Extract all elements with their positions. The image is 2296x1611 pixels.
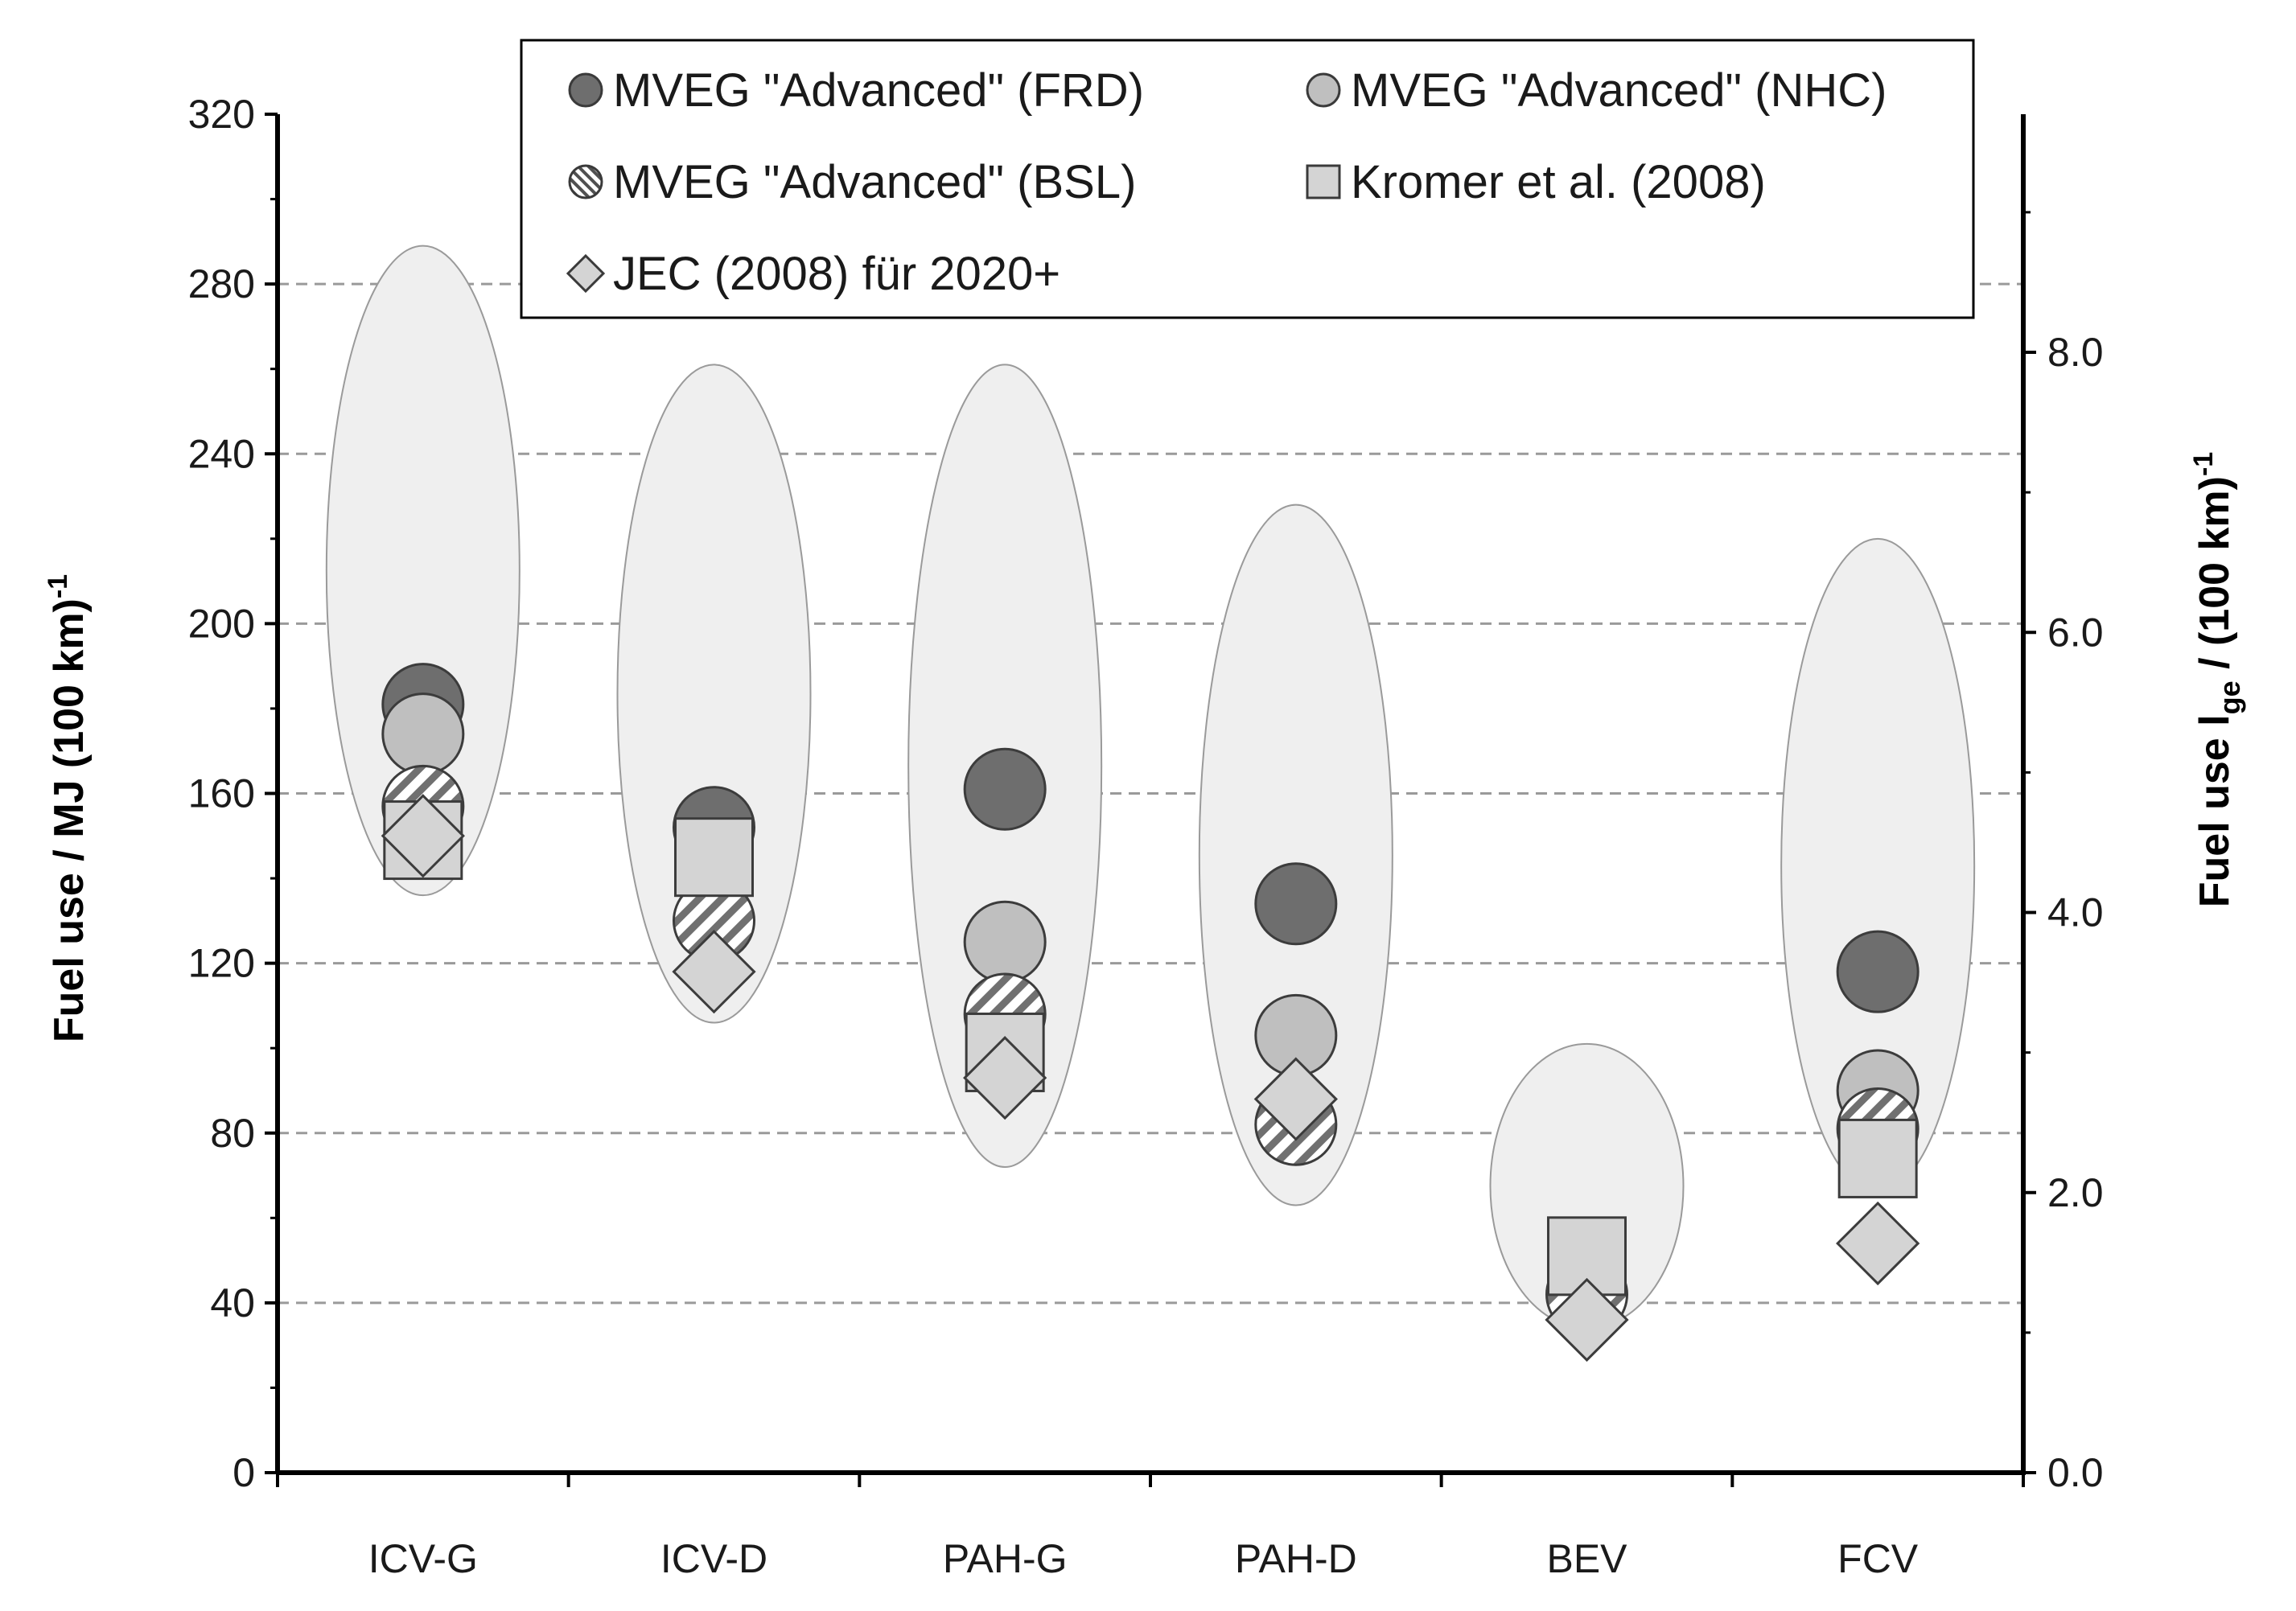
y2-tick-label-3: 6.0 [2047, 610, 2104, 655]
point-diamond-bev [1545, 1277, 1629, 1362]
point-circle-dark-pah-g [963, 747, 1047, 831]
legend-label-jec: JEC (2008) für 2020+ [613, 248, 1060, 300]
legend-swatch-bsl [568, 164, 603, 199]
x-tick-label-pah-g: PAH-G [943, 1536, 1068, 1581]
y-tick-label-320: 320 [188, 92, 255, 137]
point-diamond-fcv [1836, 1201, 1920, 1286]
y-tick-label-120: 120 [188, 941, 255, 986]
legend-swatch-jec [566, 253, 606, 294]
y2-tick-label-1: 2.0 [2047, 1170, 2104, 1215]
y-tick-label-240: 240 [188, 431, 255, 476]
y-tick-label-0: 0 [232, 1450, 255, 1495]
legend: MVEG "Advanced" (FRD) MVEG "Advanced" (N… [520, 39, 1975, 319]
point-diamond-icv-g [381, 794, 465, 878]
y-tick-label-280: 280 [188, 261, 255, 306]
x-tick-label-icv-d: ICV-D [660, 1536, 767, 1581]
point-circle-dark-pah-d [1254, 862, 1338, 946]
point-square-icv-d [674, 817, 754, 898]
point-diamond-icv-d [672, 930, 756, 1014]
point-diamond-pah-g [963, 1036, 1047, 1120]
point-square-fcv [1837, 1118, 1918, 1198]
legend-label-kromer: Kromer et al. (2008) [1351, 156, 1766, 208]
x-tick-label-icv-g: ICV-G [368, 1536, 478, 1581]
y2-tick-label-4: 8.0 [2047, 330, 2104, 375]
y2-tick-label-0: 0.0 [2047, 1450, 2104, 1495]
x-tick-label-bev: BEV [1546, 1536, 1627, 1581]
legend-box [520, 39, 1975, 319]
y-tick-label-80: 80 [210, 1111, 255, 1156]
legend-swatch-nhc [1306, 72, 1341, 108]
point-circle-light-pah-g [963, 900, 1047, 984]
y-tick-label-40: 40 [210, 1280, 255, 1325]
legend-label-frd: MVEG "Advanced" (FRD) [613, 64, 1144, 117]
legend-label-bsl: MVEG "Advanced" (BSL) [613, 156, 1136, 208]
legend-swatch-frd [568, 72, 603, 108]
point-circle-dark-fcv [1836, 930, 1920, 1013]
y2-tick-label-2: 4.0 [2047, 890, 2104, 935]
x-tick-label-fcv: FCV [1837, 1536, 1919, 1581]
y-tick-label-200: 200 [188, 601, 255, 646]
y2-axis-title: Fuel use lge / (100 km)-1 [2188, 452, 2246, 907]
legend-label-nhc: MVEG "Advanced" (NHC) [1351, 64, 1887, 117]
range-ellipse-pah-d [1198, 503, 1393, 1206]
legend-swatch-kromer [1306, 164, 1341, 199]
point-circle-light-icv-g [381, 692, 465, 776]
y-tick-label-160: 160 [188, 771, 255, 816]
y-axis-title: Fuel use / MJ (100 km)-1 [43, 574, 93, 1042]
x-tick-label-pah-d: PAH-D [1235, 1536, 1357, 1581]
range-ellipse-icv-g [325, 245, 521, 897]
point-diamond-pah-d [1253, 1057, 1338, 1141]
range-ellipse-icv-d [616, 364, 812, 1024]
